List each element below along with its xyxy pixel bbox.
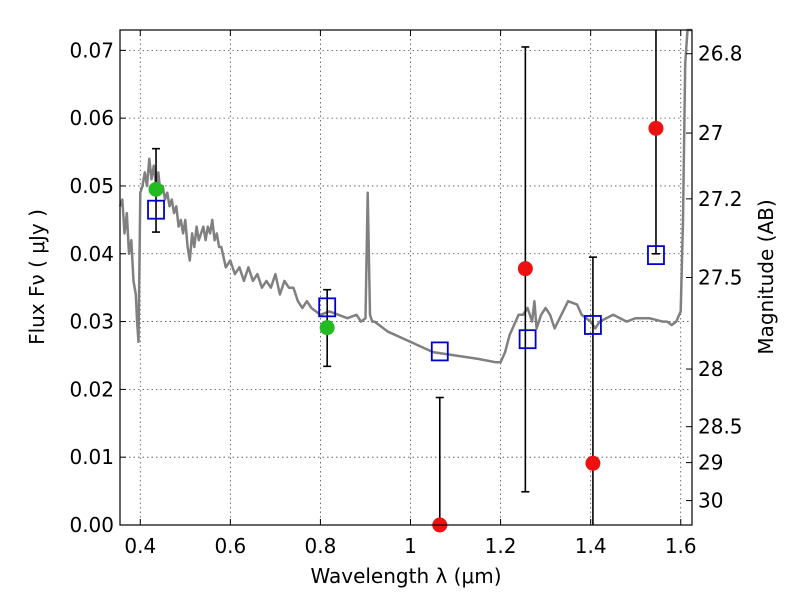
y-tick-label: 0.05 [69, 174, 114, 198]
x-tick-label: 1.2 [485, 534, 517, 558]
model-sed-layer [118, 28, 692, 364]
x-tick-label: 0.8 [305, 534, 337, 558]
tick-layer: 0.4 0.6 0.8 1 1.2 1.4 1.6 0.00 0.01 0.02 0.03 0.04 0… [69, 30, 743, 558]
right-tick-label: 28.5 [698, 415, 743, 439]
y-tick-label: 0.00 [69, 513, 114, 537]
y-tick-label: 0.04 [69, 242, 114, 266]
right-tick-label: 28 [698, 357, 723, 381]
model-band-square [318, 297, 337, 318]
x-axis-label: Wavelength λ (μm) [310, 564, 501, 588]
red-data-point [517, 261, 533, 277]
green-data-point [319, 320, 335, 336]
right-axis-label: Magnitude (AB) [754, 199, 778, 354]
y-tick-label: 0.03 [69, 310, 114, 334]
model-band-square [584, 315, 602, 335]
model-band-square [647, 245, 665, 266]
plot-frame [119, 29, 693, 526]
right-tick-label: 26.8 [698, 42, 743, 66]
errorbar-layer [152, 30, 660, 525]
x-tick-label: 1 [404, 534, 417, 558]
y-tick-label: 0.06 [69, 106, 114, 130]
right-tick-label: 29 [698, 451, 723, 475]
y-tick-label: 0.02 [69, 377, 114, 401]
red-data-point [648, 120, 664, 136]
model-band-square [147, 199, 165, 220]
x-tick-label: 0.6 [214, 534, 246, 558]
y-tick-label: 0.07 [69, 38, 114, 62]
y-tick-label: 0.01 [69, 445, 114, 469]
y-axis-label: Flux Fν ( μJy ) [25, 209, 49, 345]
open-square-layer [147, 199, 665, 362]
model-sed-line [118, 28, 692, 364]
model-band-square [518, 329, 537, 350]
right-tick-label: 27 [698, 121, 723, 145]
right-tick-label: 30 [698, 489, 723, 513]
grid-lines [120, 30, 692, 526]
red-data-point [585, 455, 601, 471]
point-layer [148, 120, 664, 533]
x-tick-label: 0.4 [124, 534, 156, 558]
x-tick-label: 1.4 [575, 534, 607, 558]
right-tick-label: 27.5 [698, 266, 743, 290]
right-tick-label: 27.2 [698, 187, 743, 211]
green-data-point [148, 181, 164, 197]
x-tick-label: 1.6 [665, 534, 697, 558]
model-band-square [430, 341, 449, 362]
